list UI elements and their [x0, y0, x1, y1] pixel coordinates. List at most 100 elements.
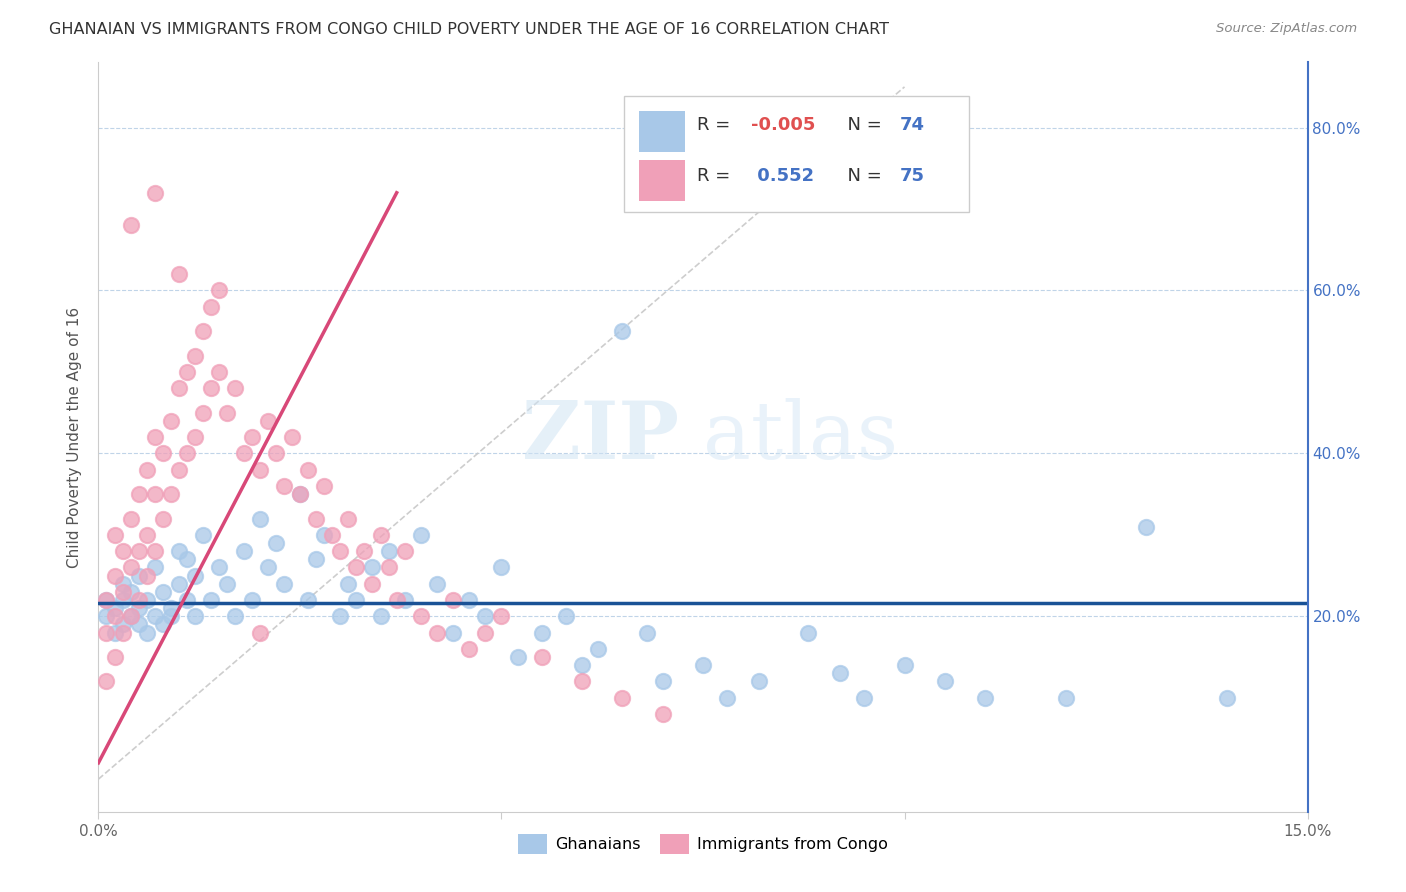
- Point: [426, 576, 449, 591]
- Point: [143, 186, 166, 200]
- Point: [96, 593, 118, 607]
- Point: [128, 544, 150, 558]
- Point: [370, 609, 392, 624]
- Point: [337, 511, 360, 525]
- Point: [893, 658, 915, 673]
- Point: [692, 658, 714, 673]
- Point: [353, 544, 375, 558]
- Point: [321, 528, 343, 542]
- Point: [184, 609, 207, 624]
- Point: [224, 609, 246, 624]
- Point: [184, 568, 207, 582]
- Text: R =: R =: [697, 168, 735, 186]
- Point: [96, 609, 118, 624]
- Point: [249, 625, 271, 640]
- Point: [103, 528, 125, 542]
- Point: [128, 487, 150, 501]
- Point: [96, 593, 118, 607]
- Point: [612, 690, 634, 705]
- Point: [232, 544, 254, 558]
- FancyBboxPatch shape: [638, 160, 685, 201]
- Point: [314, 479, 336, 493]
- Point: [474, 625, 496, 640]
- Point: [458, 641, 481, 656]
- Point: [264, 536, 287, 550]
- Point: [200, 593, 222, 607]
- Point: [377, 544, 399, 558]
- Text: Source: ZipAtlas.com: Source: ZipAtlas.com: [1216, 22, 1357, 36]
- Point: [135, 593, 157, 607]
- Text: GHANAIAN VS IMMIGRANTS FROM CONGO CHILD POVERTY UNDER THE AGE OF 16 CORRELATION : GHANAIAN VS IMMIGRANTS FROM CONGO CHILD …: [49, 22, 889, 37]
- Point: [612, 324, 634, 338]
- Point: [281, 430, 304, 444]
- Point: [176, 365, 198, 379]
- Point: [748, 674, 770, 689]
- Point: [217, 406, 239, 420]
- Point: [377, 560, 399, 574]
- Point: [111, 584, 134, 599]
- Point: [337, 576, 360, 591]
- Point: [111, 625, 134, 640]
- Text: N =: N =: [837, 168, 887, 186]
- Point: [152, 617, 174, 632]
- Point: [344, 560, 367, 574]
- Point: [314, 528, 336, 542]
- Point: [103, 609, 125, 624]
- Point: [491, 560, 513, 574]
- Point: [176, 552, 198, 566]
- Point: [120, 609, 142, 624]
- Text: R =: R =: [697, 116, 735, 134]
- Point: [120, 511, 142, 525]
- Point: [167, 381, 190, 395]
- Text: 0.552: 0.552: [751, 168, 814, 186]
- Point: [160, 601, 183, 615]
- Point: [103, 650, 125, 665]
- Point: [143, 544, 166, 558]
- Point: [240, 593, 263, 607]
- Point: [167, 544, 190, 558]
- Point: [111, 576, 134, 591]
- Point: [208, 365, 231, 379]
- Text: ZIP: ZIP: [522, 398, 679, 476]
- Legend: Ghanaians, Immigrants from Congo: Ghanaians, Immigrants from Congo: [512, 828, 894, 860]
- Point: [128, 568, 150, 582]
- Point: [135, 625, 157, 640]
- Point: [217, 576, 239, 591]
- Point: [441, 625, 464, 640]
- Point: [152, 511, 174, 525]
- Point: [385, 593, 408, 607]
- Text: -0.005: -0.005: [751, 116, 815, 134]
- Point: [555, 609, 578, 624]
- Point: [370, 528, 392, 542]
- Point: [1135, 519, 1157, 533]
- Point: [200, 381, 222, 395]
- Point: [361, 576, 384, 591]
- Point: [167, 267, 190, 281]
- Point: [409, 609, 432, 624]
- Point: [394, 544, 416, 558]
- Point: [297, 463, 319, 477]
- Point: [176, 593, 198, 607]
- Point: [828, 666, 851, 681]
- Point: [409, 528, 432, 542]
- Point: [288, 487, 311, 501]
- Point: [135, 568, 157, 582]
- Point: [152, 584, 174, 599]
- FancyBboxPatch shape: [638, 112, 685, 153]
- Point: [193, 324, 215, 338]
- Point: [256, 414, 278, 428]
- Point: [128, 617, 150, 632]
- Point: [103, 625, 125, 640]
- Point: [491, 609, 513, 624]
- Text: N =: N =: [837, 116, 887, 134]
- Point: [934, 674, 956, 689]
- Point: [344, 593, 367, 607]
- Point: [651, 706, 673, 721]
- Point: [167, 463, 190, 477]
- Point: [120, 584, 142, 599]
- Y-axis label: Child Poverty Under the Age of 16: Child Poverty Under the Age of 16: [67, 307, 83, 567]
- Point: [193, 406, 215, 420]
- Point: [193, 528, 215, 542]
- Point: [120, 219, 142, 233]
- Point: [530, 650, 553, 665]
